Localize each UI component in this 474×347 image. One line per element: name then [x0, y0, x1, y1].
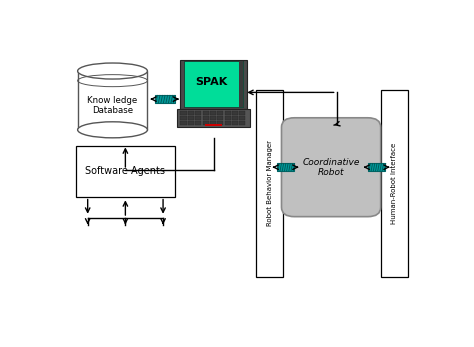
FancyBboxPatch shape: [155, 95, 175, 103]
FancyBboxPatch shape: [181, 116, 187, 120]
FancyBboxPatch shape: [232, 116, 238, 120]
FancyBboxPatch shape: [381, 90, 408, 277]
FancyBboxPatch shape: [225, 116, 231, 120]
FancyBboxPatch shape: [256, 90, 283, 277]
Text: Coordinative
Robot: Coordinative Robot: [302, 158, 360, 177]
FancyBboxPatch shape: [210, 111, 216, 115]
FancyBboxPatch shape: [181, 121, 187, 125]
FancyBboxPatch shape: [217, 111, 223, 115]
FancyBboxPatch shape: [184, 61, 243, 107]
FancyBboxPatch shape: [232, 111, 238, 115]
FancyBboxPatch shape: [181, 60, 246, 109]
FancyBboxPatch shape: [239, 116, 246, 120]
FancyBboxPatch shape: [232, 121, 238, 125]
Text: Robot Behavior Manager: Robot Behavior Manager: [266, 140, 273, 226]
FancyBboxPatch shape: [210, 121, 216, 125]
FancyBboxPatch shape: [188, 121, 194, 125]
Ellipse shape: [78, 122, 147, 138]
Text: Software Agents: Software Agents: [85, 166, 165, 176]
FancyBboxPatch shape: [239, 61, 243, 107]
FancyBboxPatch shape: [76, 146, 175, 197]
FancyBboxPatch shape: [195, 121, 201, 125]
FancyBboxPatch shape: [368, 163, 385, 171]
FancyBboxPatch shape: [210, 116, 216, 120]
FancyBboxPatch shape: [277, 163, 294, 171]
FancyBboxPatch shape: [202, 121, 209, 125]
FancyBboxPatch shape: [217, 121, 223, 125]
FancyBboxPatch shape: [225, 111, 231, 115]
FancyBboxPatch shape: [195, 116, 201, 120]
FancyBboxPatch shape: [177, 109, 250, 127]
FancyBboxPatch shape: [282, 118, 381, 217]
Ellipse shape: [78, 63, 147, 79]
FancyBboxPatch shape: [188, 116, 194, 120]
FancyBboxPatch shape: [181, 111, 187, 115]
FancyBboxPatch shape: [225, 121, 231, 125]
FancyBboxPatch shape: [239, 121, 246, 125]
FancyBboxPatch shape: [195, 111, 201, 115]
Text: SPAK: SPAK: [195, 77, 228, 87]
FancyBboxPatch shape: [202, 111, 209, 115]
FancyBboxPatch shape: [202, 116, 209, 120]
Polygon shape: [78, 71, 147, 130]
FancyBboxPatch shape: [239, 111, 246, 115]
Text: Know ledge
Database: Know ledge Database: [87, 96, 137, 116]
FancyBboxPatch shape: [188, 111, 194, 115]
Text: Human-Robot Interface: Human-Robot Interface: [392, 143, 398, 224]
FancyBboxPatch shape: [205, 124, 222, 126]
FancyBboxPatch shape: [217, 116, 223, 120]
